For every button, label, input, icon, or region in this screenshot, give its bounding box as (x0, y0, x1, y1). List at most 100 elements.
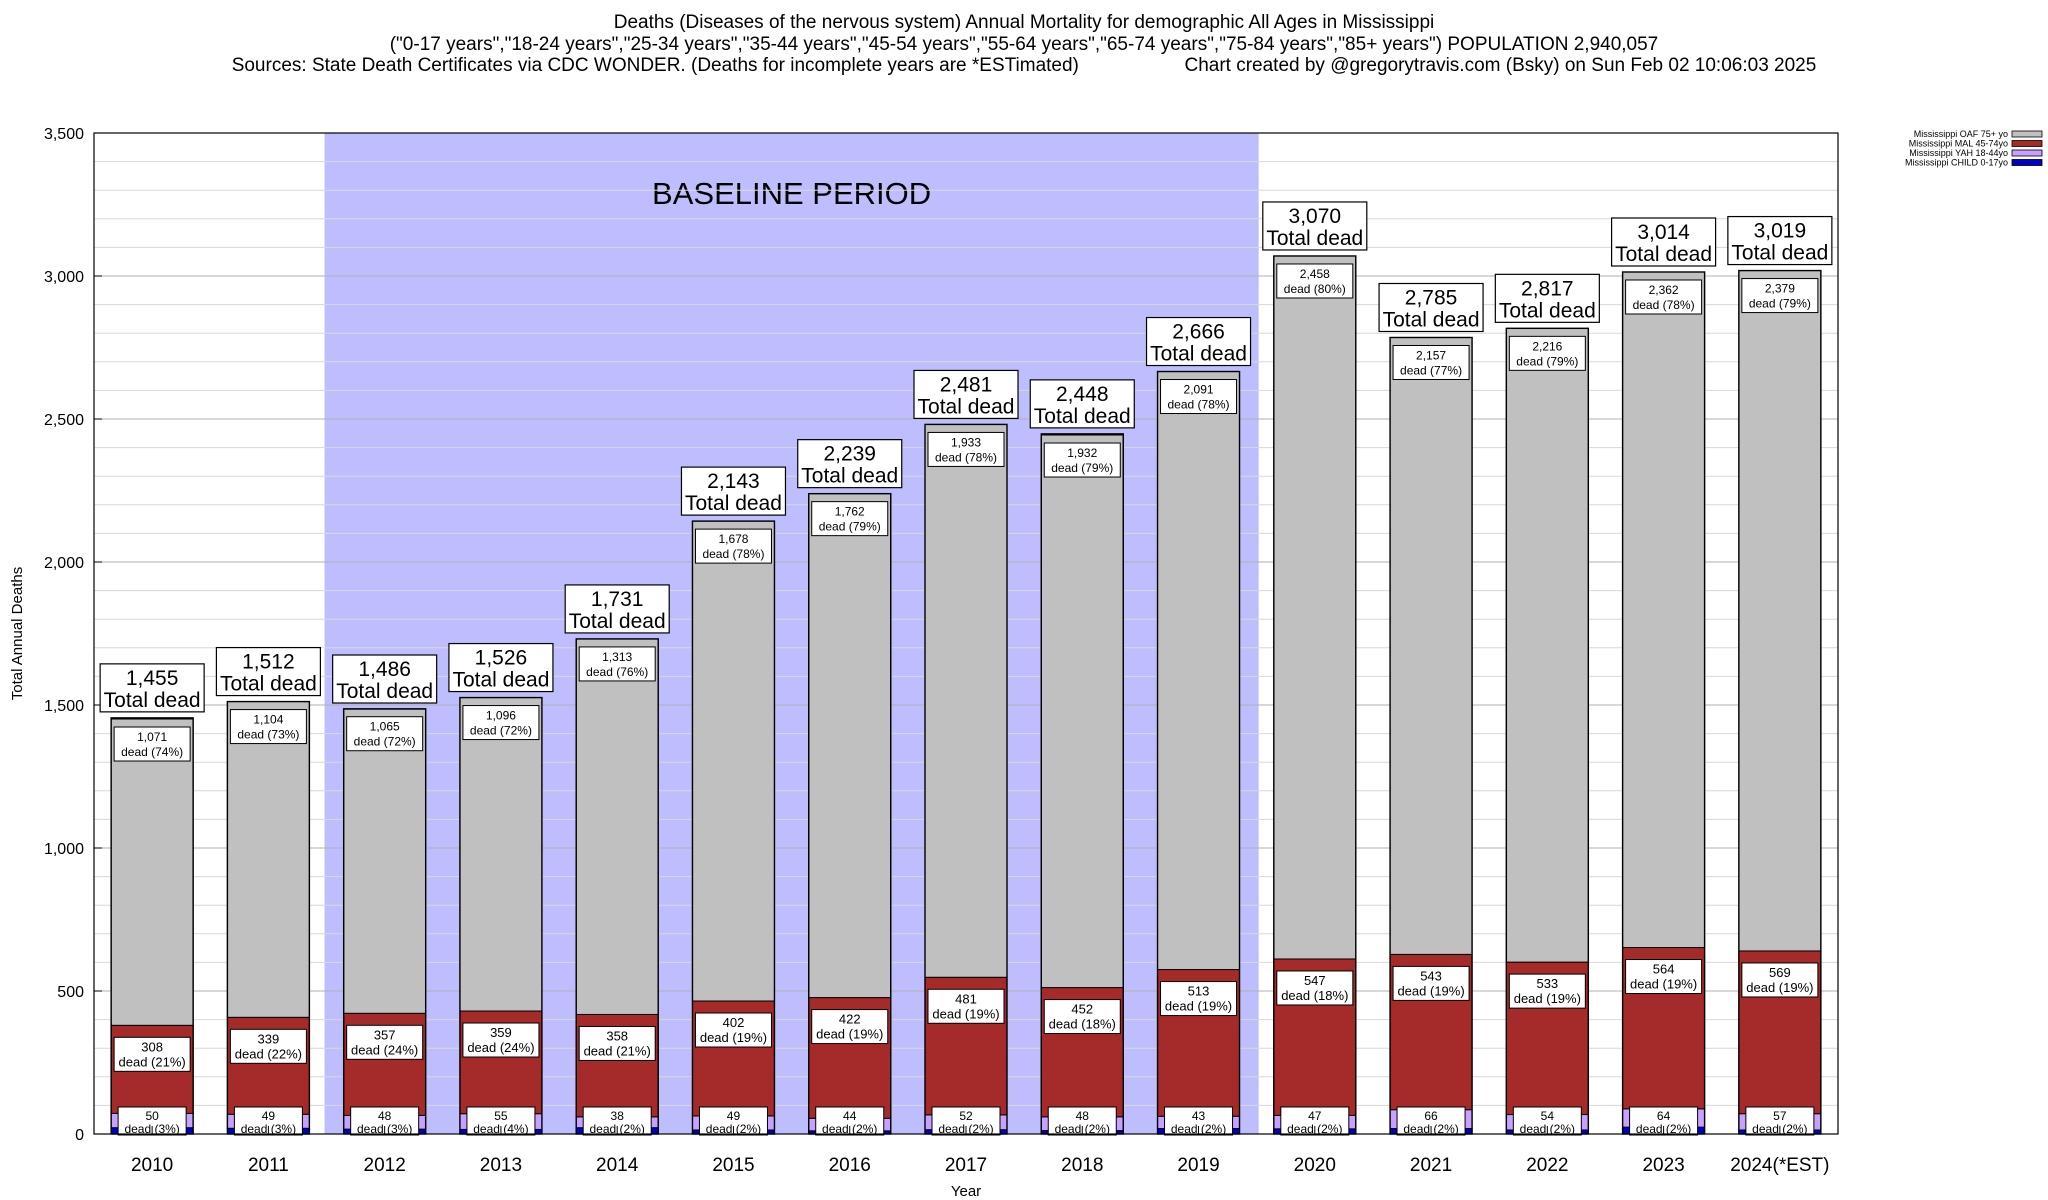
segment-percent-label: dead (80%) (1284, 282, 1346, 296)
segment-label-box (811, 1009, 889, 1045)
total-label-box (564, 584, 670, 634)
segment-label-box (229, 709, 307, 745)
segment-label-box (462, 1022, 540, 1058)
x-tick-label: 2010 (131, 1155, 173, 1176)
segment-percent-label: dead (77%) (1400, 363, 1462, 377)
total-label-box (99, 663, 205, 713)
total-value-label: 1,455 (126, 667, 179, 690)
x-axis-label: Year (951, 1183, 981, 1200)
bar-segment (1622, 271, 1706, 949)
segment-percent-label: dead (19%) (816, 1027, 883, 1042)
baseline-period-label: BASELINE PERIOD (652, 176, 931, 211)
total-label-box (448, 642, 554, 693)
chart-title: Deaths (Diseases of the nervous system) … (613, 12, 1435, 33)
segment-label-box (1160, 379, 1238, 415)
segment-percent-label: dead (19%) (1165, 999, 1232, 1014)
total-value-label: 2,448 (1056, 383, 1109, 406)
segment-value-label: 569 (1769, 965, 1791, 980)
segment-percent-label: dead (74%) (121, 745, 183, 759)
segment-label-box (346, 1024, 424, 1060)
y-tick-label: 1,500 (44, 698, 84, 715)
total-caption-label: Total dead (1383, 308, 1480, 331)
segment-value-label: 1,065 (370, 720, 400, 734)
total-value-label: 2,817 (1521, 277, 1574, 300)
segment-percent-label: dead (79%) (1749, 297, 1811, 311)
x-tick-label: 2024(*EST) (1730, 1155, 1829, 1176)
y-tick-label: 2,500 (44, 412, 84, 429)
x-tick-label: 2021 (1410, 1155, 1452, 1176)
segment-percent-label: dead (19%) (1514, 991, 1581, 1006)
segment-percent-label: dead (78%) (702, 547, 764, 561)
total-caption-label: Total dead (1731, 242, 1828, 265)
segment-value-label: 339 (258, 1031, 280, 1046)
segment-value-label: 547 (1304, 973, 1326, 988)
segment-label-box (346, 716, 424, 752)
total-label-box (680, 466, 787, 516)
bar-segment (924, 423, 1008, 978)
segment-percent-label: dead (22%) (235, 1046, 302, 1061)
segment-percent-label: dead (19%) (1746, 980, 1813, 995)
x-tick-label: 2019 (1177, 1155, 1219, 1176)
segment-value-label: 1,096 (486, 709, 516, 723)
total-value-label: 2,785 (1405, 286, 1458, 309)
bar-segment (110, 718, 194, 1026)
segment-percent-label: dead (24%) (467, 1040, 534, 1055)
y-tick-label: 3,000 (44, 269, 84, 286)
segment-label-box (811, 501, 889, 537)
bar-segment (691, 520, 775, 1002)
segment-value-label: 57 (1773, 1109, 1787, 1123)
segment-percent-label: dead (79%) (1051, 461, 1113, 475)
segment-label-box (1043, 999, 1121, 1035)
total-value-label: 1,526 (475, 647, 528, 670)
legend-swatch (2011, 130, 2043, 138)
total-caption-label: Total dead (1150, 343, 1247, 366)
bar-segment (459, 697, 543, 1012)
segment-label-box (1276, 970, 1354, 1006)
segment-value-label: 1,104 (253, 713, 283, 727)
segment-percent-label: dead (79%) (819, 520, 881, 534)
segment-label-box (229, 1028, 307, 1064)
segment-label-box (113, 1036, 191, 1072)
x-tick-label: 2018 (1061, 1155, 1103, 1176)
segment-label-box (1276, 263, 1354, 299)
segment-value-label: 422 (839, 1012, 861, 1027)
segment-value-label: 357 (374, 1027, 396, 1042)
total-caption-label: Total dead (336, 680, 433, 703)
segment-percent-label: dead (19%) (1397, 983, 1464, 998)
segment-value-label: 47 (1308, 1109, 1322, 1123)
segment-value-label: 2,091 (1184, 383, 1214, 397)
segment-value-label: 533 (1536, 976, 1558, 991)
total-caption-label: Total dead (918, 395, 1015, 418)
segment-value-label: 48 (378, 1109, 392, 1123)
total-caption-label: Total dead (220, 673, 317, 696)
segment-percent-label: dead (18%) (1049, 1017, 1116, 1032)
bar-segment (575, 638, 659, 1015)
y-tick-label: 0 (75, 1127, 84, 1144)
legend-label: Mississippi CHILD 0-17yo (1905, 158, 2008, 168)
segment-label-box (927, 988, 1005, 1024)
segment-value-label: 49 (262, 1109, 276, 1123)
segment-percent-label: dead (78%) (1633, 298, 1695, 312)
segment-label-box (1741, 962, 1819, 998)
segment-percent-label: dead (72%) (470, 724, 532, 738)
total-value-label: 1,486 (358, 658, 411, 681)
total-caption-label: Total dead (104, 689, 201, 712)
segment-label-box (1625, 959, 1703, 995)
segment-value-label: 66 (1424, 1109, 1438, 1123)
segment-percent-label: dead (21%) (119, 1054, 186, 1069)
total-label-box (1262, 201, 1368, 251)
segment-value-label: 543 (1420, 968, 1442, 983)
segment-percent-label: dead (73%) (237, 728, 299, 742)
segment-label-box (694, 528, 772, 564)
credit-text: Chart created by @gregorytravis.com (Bsk… (1184, 55, 1817, 76)
segment-percent-label: dead (76%) (586, 665, 648, 679)
total-caption-label: Total dead (1499, 299, 1596, 322)
segment-label-box (931, 1106, 1001, 1136)
segment-label-box (578, 646, 656, 682)
y-tick-label: 1,000 (44, 841, 84, 858)
segment-value-label: 1,678 (718, 532, 748, 546)
legend-label: Mississippi MAL 45-74yo (1909, 139, 2008, 149)
segment-label-box (1508, 335, 1586, 371)
segment-percent-label: dead (19%) (700, 1030, 767, 1045)
segment-value-label: 44 (843, 1109, 857, 1123)
